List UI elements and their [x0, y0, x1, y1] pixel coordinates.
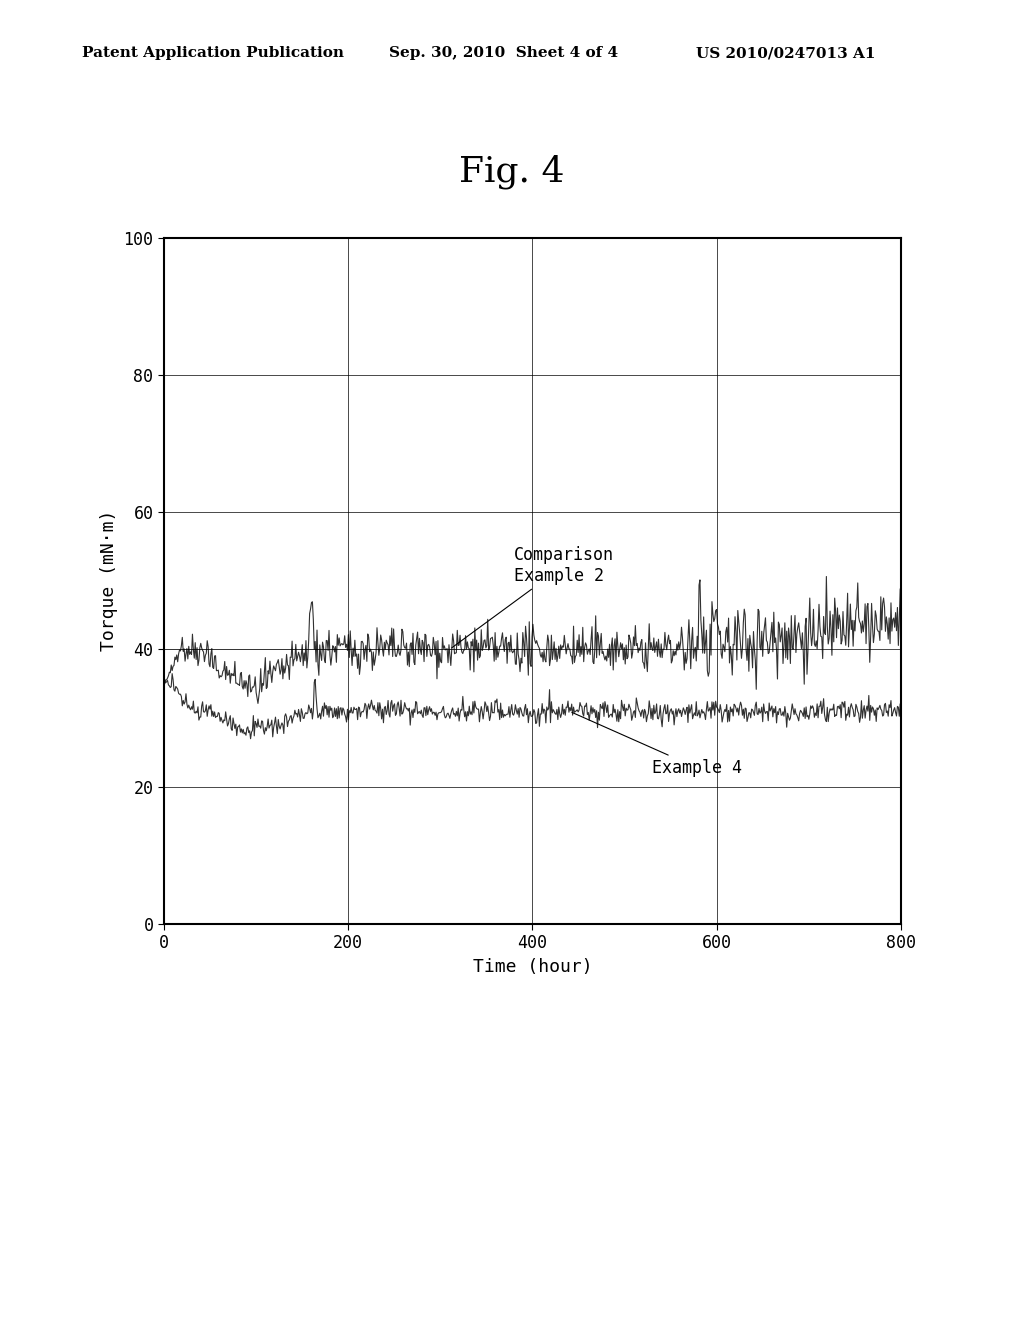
- Text: Patent Application Publication: Patent Application Publication: [82, 46, 344, 61]
- Text: Sep. 30, 2010  Sheet 4 of 4: Sep. 30, 2010 Sheet 4 of 4: [389, 46, 618, 61]
- Y-axis label: Torque (mN·m): Torque (mN·m): [100, 510, 118, 652]
- Text: Comparison
Example 2: Comparison Example 2: [452, 546, 614, 648]
- X-axis label: Time (hour): Time (hour): [473, 958, 592, 975]
- Text: Example 4: Example 4: [571, 713, 742, 777]
- Text: US 2010/0247013 A1: US 2010/0247013 A1: [696, 46, 876, 61]
- Text: Fig. 4: Fig. 4: [459, 154, 565, 189]
